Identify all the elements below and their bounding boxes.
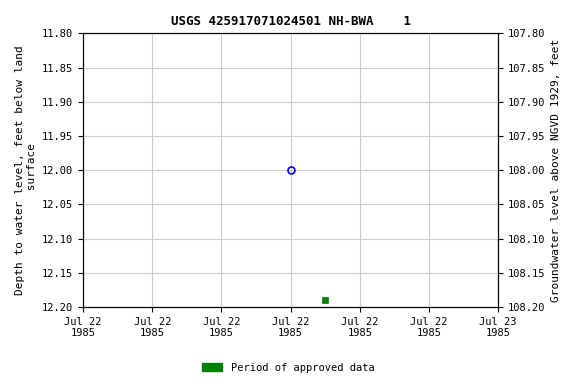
Title: USGS 425917071024501 NH-BWA    1: USGS 425917071024501 NH-BWA 1 — [170, 15, 411, 28]
Legend: Period of approved data: Period of approved data — [198, 359, 378, 377]
Y-axis label: Groundwater level above NGVD 1929, feet: Groundwater level above NGVD 1929, feet — [551, 38, 561, 302]
Y-axis label: Depth to water level, feet below land
 surface: Depth to water level, feet below land su… — [15, 45, 37, 295]
